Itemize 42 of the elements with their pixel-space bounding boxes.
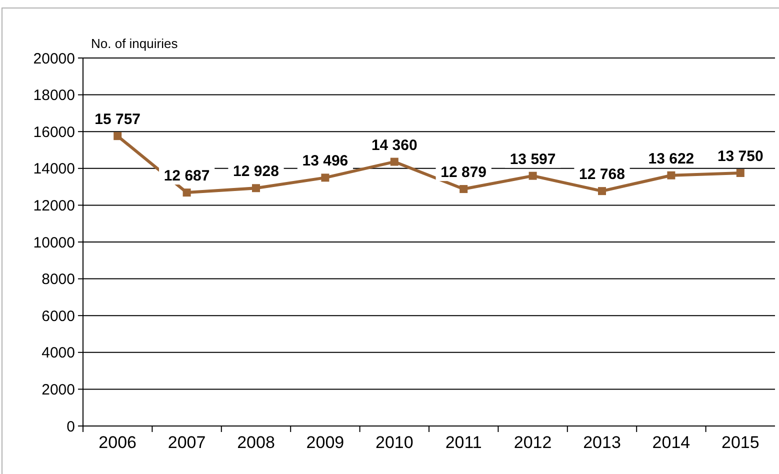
point xyxy=(390,158,398,166)
x-tick-label: 2006 xyxy=(98,433,137,452)
x-tick-label: 2012 xyxy=(514,433,552,452)
y-tick-label: 16000 xyxy=(33,124,75,141)
x-tick-label: 2014 xyxy=(652,433,690,452)
y-axis-title: No. of inquiries xyxy=(91,36,178,51)
x-tick-label: 2009 xyxy=(306,433,344,452)
y-tick-label: 10000 xyxy=(33,234,75,252)
y-tick-label: 4000 xyxy=(42,344,75,362)
y-tick-label: 2000 xyxy=(42,381,75,398)
point xyxy=(460,185,468,194)
y-tick-label: 6000 xyxy=(42,308,75,325)
data-label: 15 757 xyxy=(94,111,141,128)
y-tick-label: 14000 xyxy=(33,160,75,178)
point xyxy=(736,169,744,177)
data-label: 13 622 xyxy=(648,150,694,168)
data-label: 13 496 xyxy=(302,152,348,170)
x-tick-label: 2011 xyxy=(445,433,482,452)
data-label: 12 879 xyxy=(440,164,487,182)
point xyxy=(114,132,122,140)
point xyxy=(321,174,330,182)
x-tick-label: 2015 xyxy=(721,433,760,452)
point xyxy=(528,172,537,180)
data-label: 12 768 xyxy=(579,166,625,184)
point xyxy=(667,171,676,180)
data-label: 12 687 xyxy=(164,168,210,185)
data-label: 13 597 xyxy=(510,150,556,168)
y-tick-label: 8000 xyxy=(42,271,75,288)
y-tick-label: 18000 xyxy=(33,87,75,104)
y-tick-label: 20000 xyxy=(33,50,75,68)
y-tick-label: 12000 xyxy=(33,197,75,214)
data-label: 12 928 xyxy=(233,163,279,180)
x-tick-label: 2007 xyxy=(168,433,206,452)
x-tick-label: 2008 xyxy=(237,433,275,452)
data-label: 14 360 xyxy=(371,136,418,154)
x-tick-label: 2013 xyxy=(583,433,621,452)
data-label: 13 750 xyxy=(717,148,764,165)
y-tick-label: 0 xyxy=(66,418,75,436)
point xyxy=(252,184,260,192)
point xyxy=(182,188,191,197)
point xyxy=(598,187,606,196)
x-tick-label: 2010 xyxy=(375,433,414,452)
